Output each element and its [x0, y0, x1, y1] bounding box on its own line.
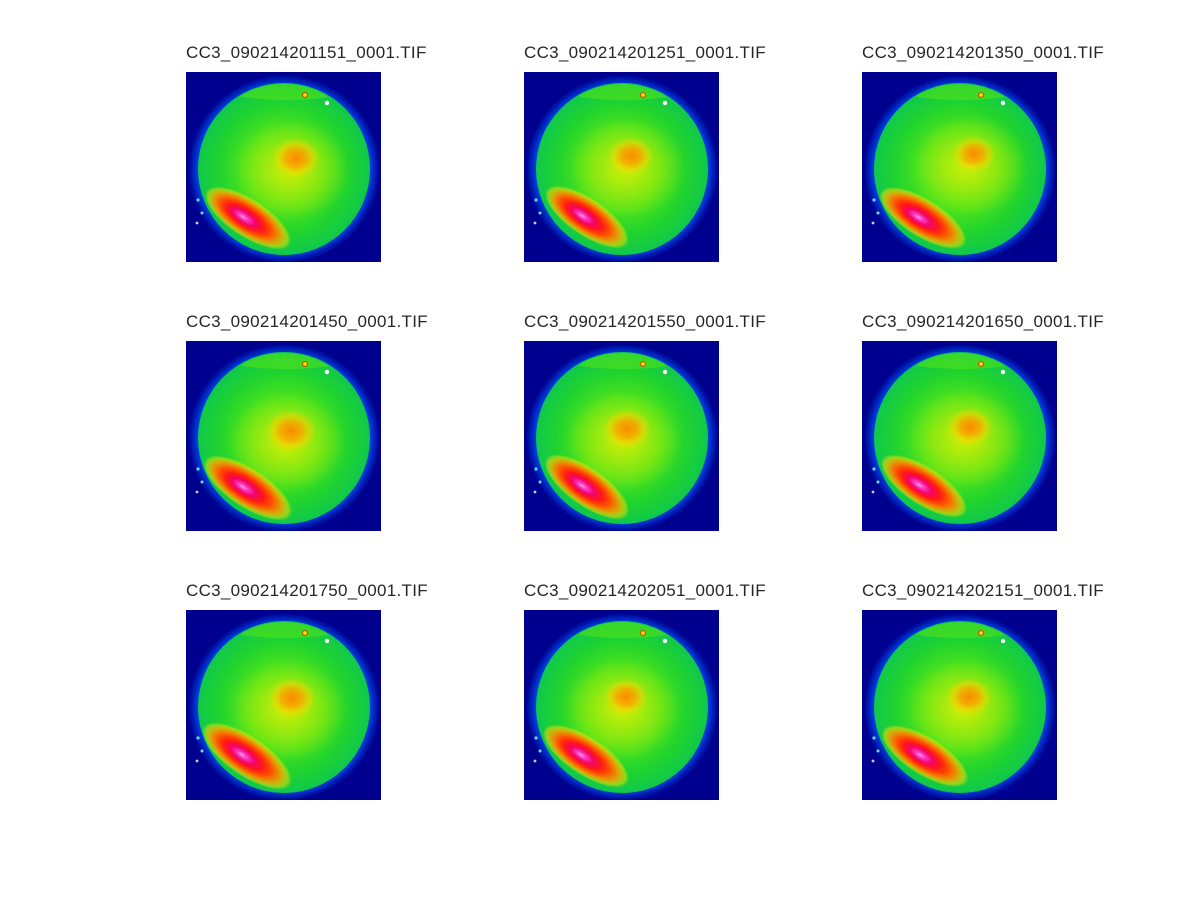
- image-panel: CC3_090214202051_0001.TIF: [524, 581, 766, 801]
- false-color-image: [862, 72, 1057, 263]
- panel-title: CC3_090214201550_0001.TIF: [524, 312, 766, 331]
- false-color-image: [186, 72, 381, 263]
- panel-title: CC3_090214202051_0001.TIF: [524, 581, 766, 600]
- sky-image: [524, 610, 719, 801]
- panel-title: CC3_090214201450_0001.TIF: [186, 312, 428, 331]
- panel-title: CC3_090214201151_0001.TIF: [186, 43, 427, 62]
- false-color-image: [524, 341, 719, 532]
- sky-image: [862, 341, 1057, 532]
- sky-image: [524, 341, 719, 532]
- image-panel: CC3_090214201450_0001.TIF: [186, 312, 428, 532]
- image-panel: CC3_090214201350_0001.TIF: [862, 43, 1104, 263]
- sky-image: [186, 610, 381, 801]
- panel-title: CC3_090214201350_0001.TIF: [862, 43, 1104, 62]
- sky-image: [862, 72, 1057, 263]
- image-panel: CC3_090214201650_0001.TIF: [862, 312, 1104, 532]
- sky-image: [186, 341, 381, 532]
- image-panel: CC3_090214201550_0001.TIF: [524, 312, 766, 532]
- false-color-image: [862, 610, 1057, 801]
- panel-title: CC3_090214202151_0001.TIF: [862, 581, 1104, 600]
- false-color-image: [186, 341, 381, 532]
- image-panel: CC3_090214201151_0001.TIF: [186, 43, 427, 263]
- false-color-image: [862, 341, 1057, 532]
- sky-image: [186, 72, 381, 263]
- false-color-image: [186, 610, 381, 801]
- image-panel: CC3_090214202151_0001.TIF: [862, 581, 1104, 801]
- false-color-image: [524, 72, 719, 263]
- image-panel: CC3_090214201251_0001.TIF: [524, 43, 766, 263]
- panel-title: CC3_090214201251_0001.TIF: [524, 43, 766, 62]
- montage-grid: CC3_090214201151_0001.TIF: [186, 43, 1104, 801]
- false-color-image: [524, 610, 719, 801]
- sky-image: [862, 610, 1057, 801]
- sky-image: [524, 72, 719, 263]
- image-panel: CC3_090214201750_0001.TIF: [186, 581, 428, 801]
- panel-title: CC3_090214201650_0001.TIF: [862, 312, 1104, 331]
- panel-title: CC3_090214201750_0001.TIF: [186, 581, 428, 600]
